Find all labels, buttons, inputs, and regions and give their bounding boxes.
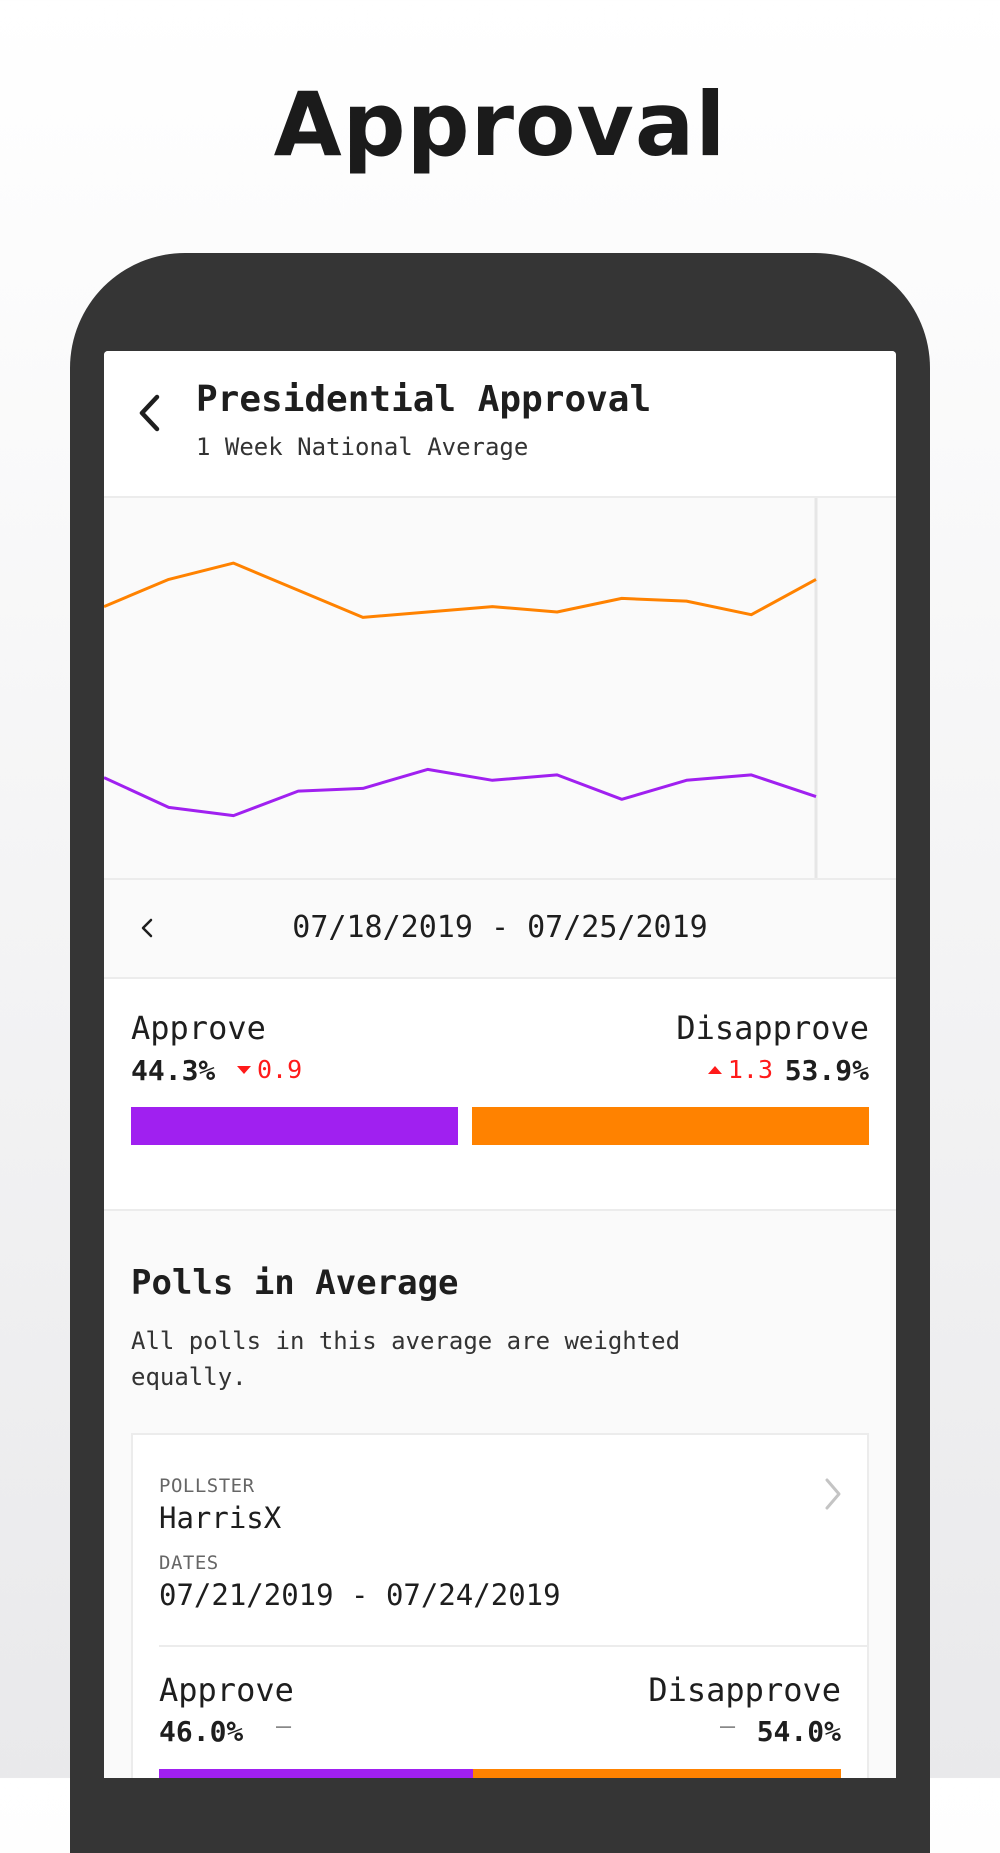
poll-disapprove-change: — [719, 1711, 735, 1740]
chevron-right-icon [825, 1478, 841, 1510]
page-subtitle: 1 Week National Average [196, 433, 529, 461]
poll-approve-percent: 46.0% [159, 1715, 244, 1748]
poll-disapprove-bar [472, 1769, 841, 1778]
disapprove-percent: 53.9% [784, 1054, 869, 1087]
dates-label: DATES [159, 1552, 219, 1574]
page-title: Presidential Approval [196, 379, 652, 420]
poll-card[interactable]: POLLSTER HarrisX DATES 07/21/2019 - 07/2… [131, 1433, 869, 1778]
app-header: Presidential Approval 1 Week National Av… [104, 351, 896, 498]
triangle-up-icon [707, 1065, 722, 1074]
approval-chart[interactable] [104, 498, 896, 880]
triangle-down-icon [237, 1065, 251, 1074]
disapprove-label: Disapprove [676, 1009, 869, 1047]
chevron-left-icon [141, 918, 153, 938]
poll-dates: 07/21/2019 - 07/24/2019 [159, 1578, 561, 1612]
disapprove-bar [471, 1107, 869, 1145]
pollster-label: POLLSTER [159, 1475, 255, 1497]
poll-approve-bar [159, 1769, 473, 1778]
approve-label: Approve [131, 1009, 266, 1047]
polls-section: Polls in Average All polls in this avera… [104, 1211, 896, 1778]
poll-disapprove-percent: 54.0% [756, 1715, 841, 1748]
previous-range-button[interactable] [132, 906, 162, 950]
date-range-nav: 07/18/2019 - 07/25/2019 [104, 880, 896, 979]
approve-percent: 44.3% [131, 1054, 216, 1087]
approve-delta: 0.9 [237, 1055, 302, 1084]
polls-title: Polls in Average [131, 1263, 459, 1303]
approval-line-chart [104, 498, 818, 878]
card-divider [159, 1645, 867, 1647]
poll-approve-label: Approve [159, 1671, 294, 1709]
store-title: Approval [273, 73, 727, 176]
poll-disapprove-label: Disapprove [648, 1671, 841, 1709]
date-range-label: 07/18/2019 - 07/25/2019 [292, 910, 708, 945]
chevron-left-icon [139, 394, 160, 432]
polls-description: All polls in this average are weighted e… [131, 1327, 681, 1391]
back-button[interactable] [132, 387, 168, 439]
approval-summary: Approve 44.3% 0.9 Disapprove 53.9% 1.3 [104, 979, 896, 1211]
disapprove-delta: 1.3 [707, 1055, 773, 1084]
approve-bar [131, 1107, 458, 1145]
app-screen: Presidential Approval 1 Week National Av… [104, 351, 896, 1778]
chart-series-line-1 [104, 561, 817, 619]
approve-delta-value: 0.9 [257, 1055, 303, 1084]
disapprove-delta-value: 1.3 [727, 1055, 773, 1084]
poll-approve-change: — [276, 1711, 292, 1740]
chart-series-line-2 [104, 767, 817, 818]
pollster-name: HarrisX [159, 1501, 282, 1535]
